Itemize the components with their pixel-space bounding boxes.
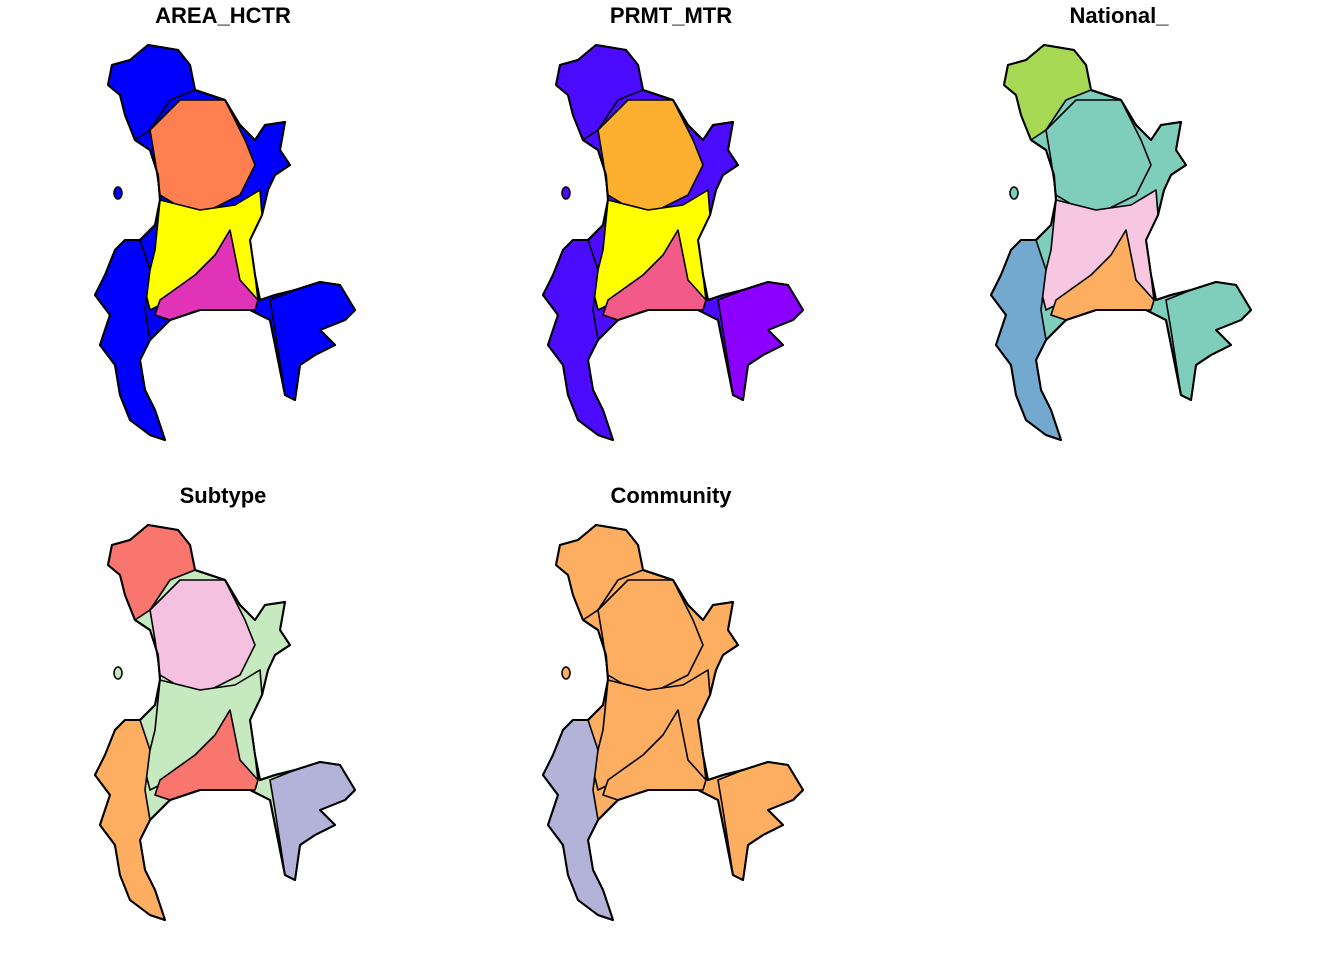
- map-island: [113, 666, 123, 680]
- map-border: [542, 524, 804, 921]
- map-island: [1009, 186, 1019, 200]
- map-panel: AREA_HCTR: [94, 3, 356, 441]
- map-region: [602, 709, 707, 801]
- map-island: [113, 186, 123, 200]
- map-panel: National_: [990, 3, 1252, 441]
- map-region: [154, 229, 259, 321]
- map-region: [1050, 229, 1155, 321]
- panel-title: AREA_HCTR: [155, 3, 291, 28]
- map-border: [94, 524, 356, 921]
- map-region: [602, 229, 707, 321]
- map-border: [94, 44, 356, 441]
- map-panel: Community: [542, 483, 804, 921]
- panel-title: PRMT_MTR: [610, 3, 732, 28]
- map-border: [990, 44, 1252, 441]
- map-panel: PRMT_MTR: [542, 3, 804, 441]
- map-panel: Subtype: [94, 483, 356, 921]
- map-region: [154, 709, 259, 801]
- map-island: [561, 666, 571, 680]
- panel-title: National_: [1069, 3, 1169, 28]
- map-island: [561, 186, 571, 200]
- panel-title: Community: [611, 483, 733, 508]
- map-border: [542, 44, 804, 441]
- panel-title: Subtype: [180, 483, 267, 508]
